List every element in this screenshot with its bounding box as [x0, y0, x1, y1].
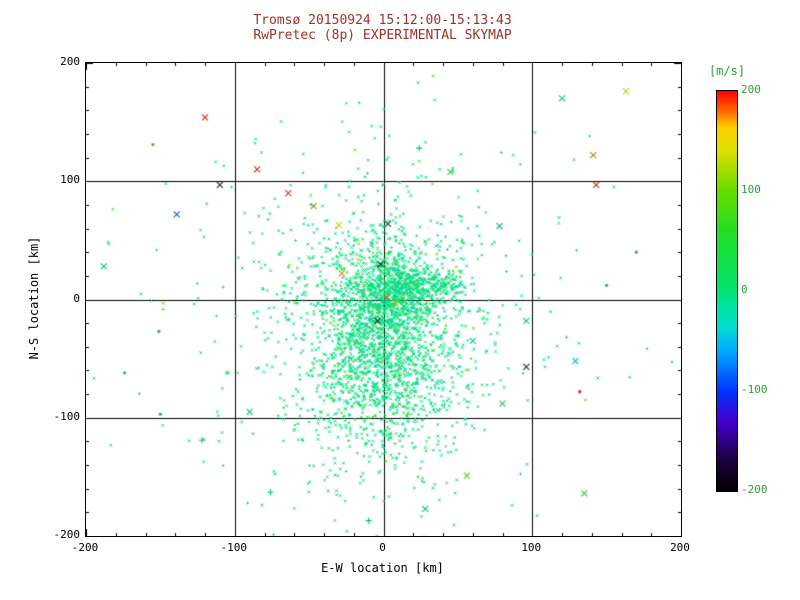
colorbar [716, 90, 738, 492]
x-tick-label: -100 [220, 541, 248, 554]
plot-area [85, 62, 682, 537]
title-line-2: RwPretec (8p) EXPERIMENTAL SKYMAP [253, 28, 512, 43]
y-tick-label: -100 [53, 409, 81, 423]
scatter-canvas [86, 63, 681, 536]
colorbar-tick-label: 100 [741, 183, 761, 196]
x-tick-label: -200 [71, 541, 99, 554]
y-tick-label: -200 [53, 528, 81, 541]
colorbar-tick-label: 0 [741, 283, 748, 296]
figure-title: Tromsø 20150924 15:12:00-15:13:43 RwPret… [85, 13, 680, 43]
x-tick-label: 0 [379, 541, 386, 554]
colorbar-tick-label: -100 [741, 383, 768, 396]
title-line-1: Tromsø 20150924 15:12:00-15:13:43 [253, 13, 512, 28]
x-axis-label: E-W location [km] [321, 561, 444, 575]
y-tick-label: 200 [60, 55, 80, 68]
y-tick-label: 0 [73, 291, 80, 305]
colorbar-tick-label: -200 [741, 483, 768, 496]
colorbar-unit-label: [m/s] [708, 64, 746, 78]
y-tick-label: 100 [60, 173, 80, 187]
colorbar-tick-label: 200 [741, 83, 761, 96]
x-tick-label: 100 [521, 541, 542, 554]
x-tick-label: 200 [670, 541, 690, 554]
y-axis-label: N-S location [km] [27, 236, 41, 360]
